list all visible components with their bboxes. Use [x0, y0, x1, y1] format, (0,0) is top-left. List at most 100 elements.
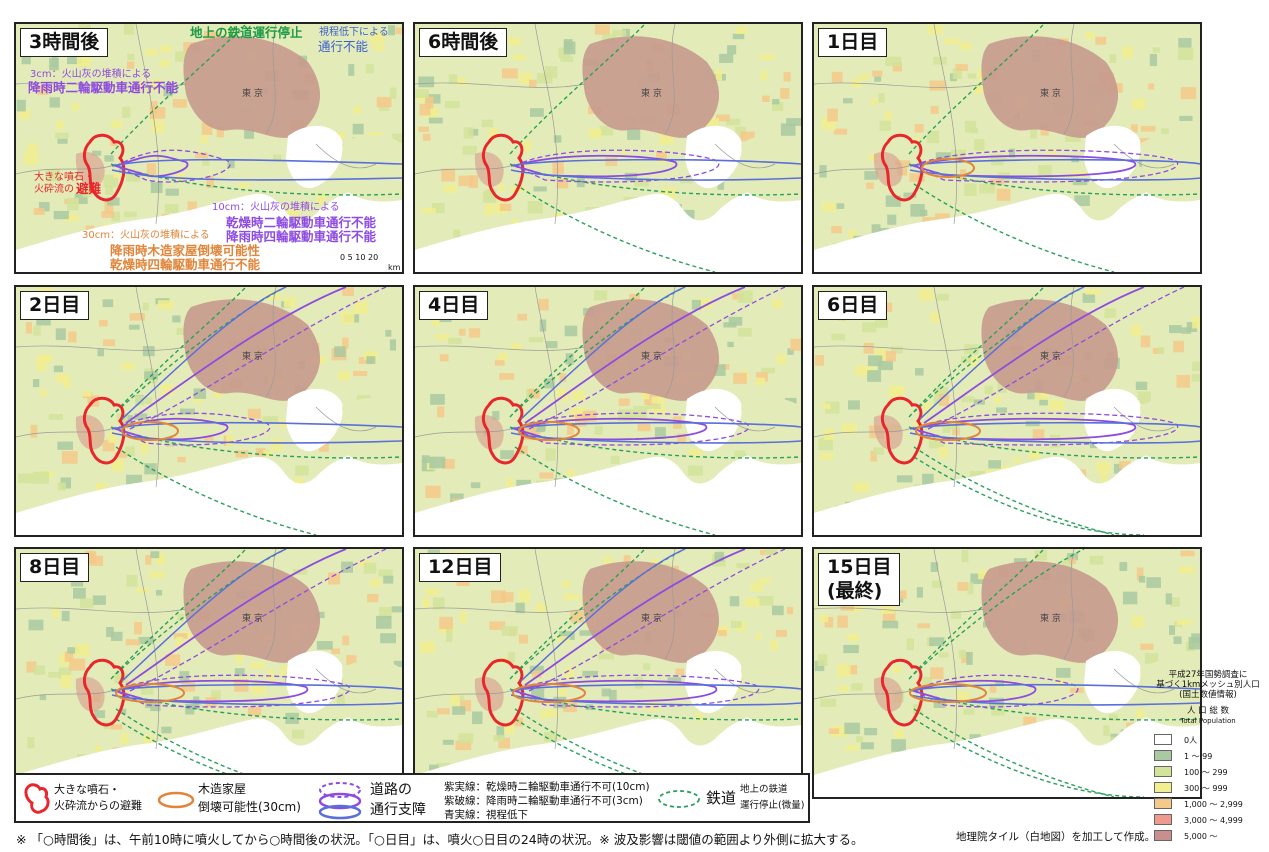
pop-cell: [234, 668, 245, 677]
pop-cell: [346, 655, 357, 665]
pop-cell: [1152, 47, 1161, 53]
pop-class-label: 5,000 ～: [1184, 832, 1218, 841]
pop-cell: [732, 33, 745, 40]
pop-cell: [36, 316, 51, 326]
pop-cell: [292, 569, 308, 575]
pop-cell: [295, 465, 309, 476]
pop-cell: [226, 435, 234, 447]
pop-cell: [736, 562, 750, 569]
pop-cell: [873, 447, 884, 455]
pop-cell: [39, 694, 47, 701]
pop-cell: [938, 393, 950, 407]
pop-cell: [126, 172, 138, 182]
pop-cell: [930, 562, 939, 572]
pop-cell: [1173, 340, 1185, 353]
pop-cell: [1104, 308, 1117, 318]
pop-cell: [544, 66, 558, 79]
legend-rail-desc-1: 地上の鉄道: [740, 784, 788, 795]
legend-evac-2: 火砕流からの避難: [54, 799, 142, 812]
pop-cell: [21, 55, 31, 65]
pop-cell: [885, 195, 901, 207]
pop-cell: [66, 197, 79, 211]
pop-cell: [393, 660, 402, 668]
plume-visibility: [909, 683, 1200, 706]
pop-cell: [151, 120, 165, 133]
pop-cell: [840, 603, 854, 611]
pop-cell: [316, 193, 326, 204]
tokyo-bay: [286, 125, 343, 189]
pop-cell: [395, 27, 402, 35]
borders: [16, 287, 377, 488]
pop-cell: [455, 740, 472, 751]
pop-cell: [1038, 165, 1052, 178]
pop-cell: [882, 620, 899, 629]
pop-cell: [933, 397, 942, 405]
pop-cell: [429, 764, 439, 771]
rail-limit: [110, 24, 402, 196]
pop-cell: [764, 549, 778, 556]
pop-cell: [974, 138, 985, 151]
pop-cell: [567, 422, 574, 436]
pop-cell: [106, 626, 114, 638]
pop-cell: [563, 593, 579, 600]
pop-cell: [950, 610, 962, 619]
pop-cell: [933, 698, 946, 708]
pop-cell: [216, 125, 224, 138]
pop-cell: [27, 737, 35, 749]
pop-cell: [421, 208, 436, 214]
pop-cell: [932, 580, 943, 589]
pop-cell: [815, 355, 825, 366]
pop-cell: [1152, 347, 1163, 354]
pop-cell: [1180, 550, 1195, 557]
legend-road-2: 通行支障: [370, 802, 426, 818]
pop-cell: [558, 686, 567, 697]
pop-cell: [594, 426, 603, 435]
pop-cell: [1032, 429, 1045, 439]
pop-cell: [1132, 98, 1146, 110]
pop-cell: [713, 626, 730, 635]
pop-cell: [23, 152, 39, 165]
pop-cell: [1180, 87, 1197, 100]
pop-cell: [1173, 636, 1182, 645]
pop-cell: [641, 388, 650, 400]
pop-cell: [1136, 708, 1146, 719]
tokyo-bay: [1084, 388, 1141, 452]
pop-cell: [831, 71, 843, 83]
pop-cell: [864, 727, 878, 736]
pop-cell: [783, 72, 791, 82]
pop-heading: 人 口 総 数: [1186, 706, 1230, 716]
pop-cell: [958, 649, 967, 658]
road-plumes: [111, 549, 402, 708]
pop-cell: [691, 299, 701, 310]
pop-cell: [612, 30, 627, 36]
pop-cell: [39, 389, 47, 397]
pop-cell: [125, 446, 135, 457]
pop-cell: [837, 664, 851, 678]
legend-line-3: 青実線：視程低下: [444, 809, 528, 821]
pop-cell: [179, 671, 190, 683]
pop-cell: [1131, 124, 1138, 133]
pop-cell: [994, 396, 1002, 404]
map-panel: 12日目東 京: [413, 547, 803, 799]
pop-cell: [891, 739, 906, 752]
pop-cell: [944, 422, 960, 430]
pop-cell: [988, 460, 1001, 469]
pop-cell: [424, 96, 434, 109]
pop-cell: [870, 450, 877, 462]
plume-3cm: [912, 149, 1179, 183]
pop-cell: [226, 29, 236, 38]
pop-cell: [123, 24, 135, 35]
pop-cell: [69, 658, 86, 671]
pop-cell: [786, 118, 801, 126]
pop-cell: [1135, 381, 1148, 390]
pop-cell: [1109, 54, 1117, 63]
pop-class-row: 0人: [1154, 734, 1264, 748]
pop-cell: [996, 188, 1011, 201]
pop-cell: [605, 157, 618, 166]
pop-cell: [1119, 460, 1131, 469]
pop-cell: [250, 662, 266, 669]
pop-cell: [470, 482, 481, 489]
pop-cell: [28, 619, 44, 631]
pop-cell: [559, 631, 575, 640]
pop-cell: [120, 733, 129, 744]
